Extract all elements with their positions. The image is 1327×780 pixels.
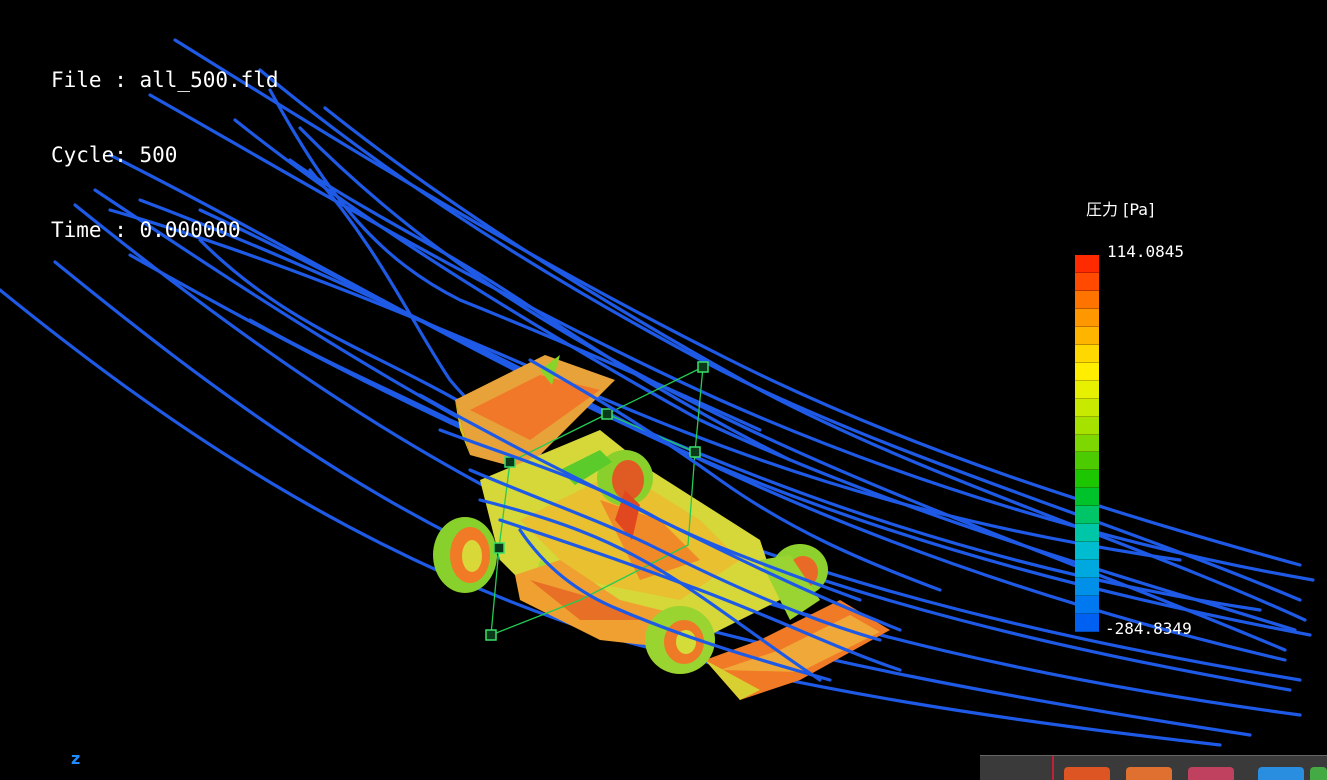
colorbar-segment — [1075, 272, 1099, 291]
streamline — [233, 118, 1297, 632]
handle — [504, 456, 516, 468]
streamline — [323, 106, 1307, 622]
colorbar-segment — [1075, 452, 1099, 471]
streamline — [498, 518, 902, 672]
transform-handles[interactable] — [485, 361, 709, 641]
taskbar — [980, 755, 1327, 780]
colorbar-segment — [1075, 488, 1099, 507]
colorbar-segment — [1075, 398, 1099, 417]
streamline — [528, 358, 942, 592]
colorbar-segment — [1075, 290, 1099, 309]
colorbar-segment — [1075, 434, 1099, 453]
handle — [601, 408, 613, 420]
legend-min-value: -284.8349 — [1105, 619, 1192, 638]
legend-max-value: 114.0845 — [1107, 242, 1185, 261]
axis-z-label: z — [71, 749, 81, 768]
taskbar-divider — [1052, 756, 1054, 780]
colorbar-segment — [1075, 470, 1099, 489]
colorbar-segment — [1075, 308, 1099, 327]
time-value: Time : 0.000000 — [51, 218, 241, 242]
file-info-overlay: File : all_500.fld Cycle: 500 Time : 0.0… — [51, 18, 279, 293]
colorbar-segment — [1075, 614, 1099, 633]
colorbar-segment — [1075, 560, 1099, 579]
handle — [493, 542, 505, 554]
handle — [485, 629, 497, 641]
colorbar-segment — [1075, 416, 1099, 435]
streamline — [468, 468, 882, 642]
streamline — [438, 428, 862, 602]
colorbar-segment — [1075, 506, 1099, 525]
legend-title: 圧力 [Pa] — [1086, 200, 1155, 219]
colorbar-segment — [1075, 380, 1099, 399]
colorbar-segment — [1075, 326, 1099, 345]
colorbar-segment — [1075, 596, 1099, 615]
streamline — [173, 38, 1302, 567]
streamline — [518, 528, 832, 682]
streamline — [148, 93, 1315, 582]
handle — [689, 446, 701, 458]
streamlines-front — [418, 358, 942, 682]
cycle-count: Cycle: 500 — [51, 143, 178, 167]
app-icon-4[interactable] — [1258, 767, 1304, 780]
colorbar-segment — [1075, 578, 1099, 597]
streamline — [288, 158, 792, 462]
colorbar-segment — [1075, 542, 1099, 561]
handle — [697, 361, 709, 373]
pressure-colorbar — [1075, 255, 1099, 633]
colorbar-segment — [1075, 362, 1099, 381]
app-icon-1[interactable] — [1064, 767, 1110, 780]
file-name: File : all_500.fld — [51, 68, 279, 92]
colorbar-segment — [1075, 255, 1099, 273]
app-icon-2[interactable] — [1126, 767, 1172, 780]
app-icon-3[interactable] — [1188, 767, 1234, 780]
colorbar-segment — [1075, 344, 1099, 363]
streamline — [258, 68, 1302, 602]
colorbar-segment — [1075, 524, 1099, 543]
streamline — [478, 498, 822, 682]
app-icon-5[interactable] — [1310, 767, 1327, 780]
